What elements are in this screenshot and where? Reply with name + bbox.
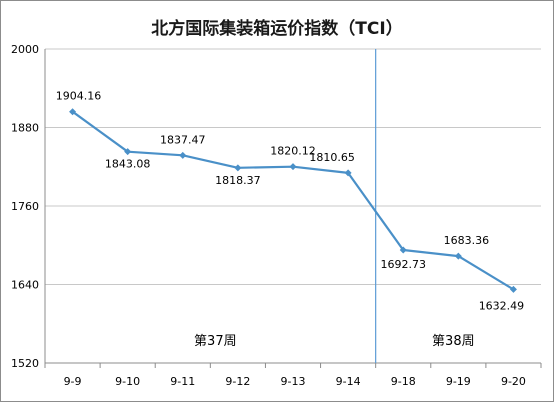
data-point <box>179 151 187 159</box>
y-tick-label: 1760 <box>11 200 39 213</box>
data-label: 1632.49 <box>479 299 525 312</box>
x-tick-label: 9-20 <box>501 375 526 388</box>
x-tick-label: 9-13 <box>281 375 306 388</box>
data-point <box>234 164 242 172</box>
data-point <box>289 163 297 171</box>
series-line <box>71 110 514 291</box>
chart-title: 北方国际集装箱运价指数（TCI） <box>151 19 403 39</box>
data-point <box>509 285 517 293</box>
x-tick-label: 9-9 <box>64 375 82 388</box>
y-tick-label: 1880 <box>11 122 39 135</box>
data-label: 1818.37 <box>215 174 261 187</box>
x-tick-label: 9-11 <box>170 375 195 388</box>
data-label: 1843.08 <box>105 158 151 171</box>
data-label: 1837.47 <box>160 133 206 146</box>
data-point <box>454 252 462 260</box>
week-label-38: 第38周 <box>432 334 475 349</box>
data-point <box>69 108 77 116</box>
y-tick-label: 1520 <box>11 357 39 370</box>
x-tick-label: 9-19 <box>446 375 471 388</box>
x-tick-label: 9-10 <box>115 375 140 388</box>
y-tick-label: 2000 <box>11 43 39 56</box>
x-tick-label: 9-18 <box>391 375 416 388</box>
x-tick-label: 9-14 <box>336 375 361 388</box>
data-point <box>124 148 132 156</box>
data-point <box>344 169 352 177</box>
y-tick-label: 1640 <box>11 279 39 292</box>
data-label: 1683.36 <box>444 234 490 247</box>
data-label: 1904.16 <box>56 90 102 103</box>
week-label-37: 第37周 <box>194 334 237 349</box>
data-label: 1810.65 <box>309 151 355 164</box>
data-label: 1692.73 <box>380 258 426 271</box>
data-point <box>399 246 407 254</box>
data-label: 1820.12 <box>270 145 316 158</box>
x-tick-label: 9-12 <box>225 375 250 388</box>
